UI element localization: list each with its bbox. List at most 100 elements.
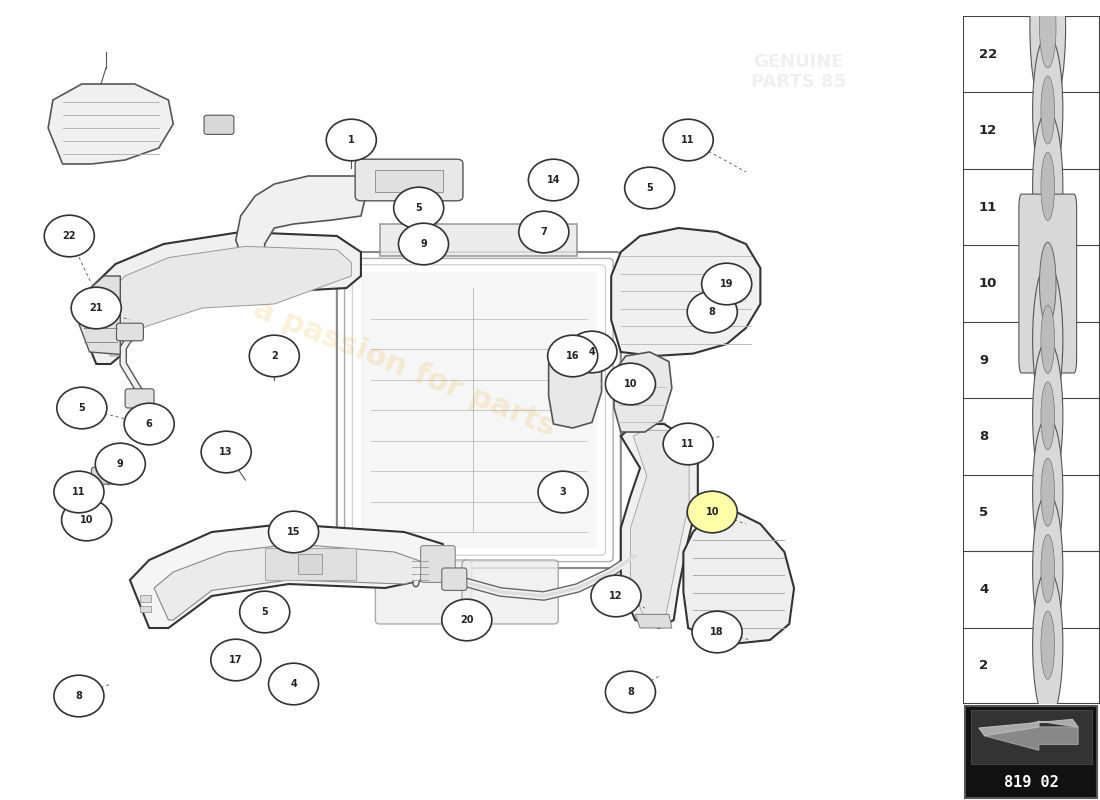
Circle shape <box>1041 76 1055 144</box>
Text: 19: 19 <box>719 279 734 289</box>
Circle shape <box>1041 382 1055 450</box>
Circle shape <box>1040 242 1056 325</box>
Polygon shape <box>97 246 351 356</box>
Text: 8: 8 <box>979 430 988 443</box>
Text: 819 02: 819 02 <box>1004 775 1058 790</box>
Polygon shape <box>381 224 578 256</box>
Circle shape <box>702 263 751 305</box>
Circle shape <box>250 335 299 377</box>
Text: 5: 5 <box>979 506 988 519</box>
Text: 9: 9 <box>979 354 988 366</box>
Text: 4: 4 <box>588 347 595 357</box>
Circle shape <box>1040 0 1056 68</box>
Polygon shape <box>612 228 760 356</box>
Text: 2: 2 <box>979 659 988 672</box>
Circle shape <box>54 675 103 717</box>
Text: 5: 5 <box>78 403 85 413</box>
Text: 10: 10 <box>624 379 637 389</box>
Circle shape <box>1033 340 1063 491</box>
Polygon shape <box>79 276 120 354</box>
Text: 17: 17 <box>229 655 243 665</box>
Bar <box>1043 186 1053 290</box>
Polygon shape <box>630 430 689 614</box>
Polygon shape <box>616 394 635 426</box>
Circle shape <box>663 119 713 161</box>
FancyBboxPatch shape <box>1019 194 1077 373</box>
Text: 5: 5 <box>647 183 653 193</box>
Text: 18: 18 <box>711 627 724 637</box>
Circle shape <box>1033 110 1063 262</box>
Polygon shape <box>549 348 602 428</box>
Text: 4: 4 <box>979 583 988 596</box>
Text: 9: 9 <box>420 239 427 249</box>
Text: 9: 9 <box>117 459 123 469</box>
Circle shape <box>625 167 674 209</box>
Circle shape <box>663 423 713 465</box>
Polygon shape <box>154 544 428 620</box>
Circle shape <box>124 403 174 445</box>
Text: 15: 15 <box>287 527 300 537</box>
Text: 11: 11 <box>681 439 695 449</box>
Text: 12: 12 <box>609 591 623 601</box>
Bar <box>298 554 322 574</box>
FancyBboxPatch shape <box>117 323 143 341</box>
Circle shape <box>1033 570 1063 721</box>
Text: 16: 16 <box>565 351 580 361</box>
Circle shape <box>1033 264 1063 415</box>
Circle shape <box>72 287 121 329</box>
Circle shape <box>211 639 261 681</box>
Circle shape <box>44 215 95 257</box>
Polygon shape <box>620 424 697 628</box>
Circle shape <box>1041 153 1055 221</box>
Bar <box>1043 110 1053 214</box>
Circle shape <box>442 599 492 641</box>
Bar <box>375 170 442 192</box>
Text: 2: 2 <box>271 351 277 361</box>
Bar <box>140 606 151 612</box>
Text: GENUINE
PARTS 85: GENUINE PARTS 85 <box>751 53 846 91</box>
Circle shape <box>1030 0 1066 116</box>
Circle shape <box>528 159 579 201</box>
Circle shape <box>268 511 319 553</box>
Bar <box>970 710 1091 763</box>
Text: a passion for parts: a passion for parts <box>249 294 560 442</box>
FancyBboxPatch shape <box>462 560 558 624</box>
Text: 8: 8 <box>627 687 634 697</box>
Bar <box>265 548 356 580</box>
FancyBboxPatch shape <box>355 159 463 201</box>
FancyBboxPatch shape <box>91 467 119 484</box>
Circle shape <box>605 363 656 405</box>
Circle shape <box>1033 493 1063 644</box>
Circle shape <box>394 187 443 229</box>
Circle shape <box>1041 458 1055 526</box>
Text: 14: 14 <box>547 175 560 185</box>
Text: 1: 1 <box>348 135 354 145</box>
Circle shape <box>605 671 656 713</box>
Text: 22: 22 <box>63 231 76 241</box>
Polygon shape <box>235 176 365 274</box>
Circle shape <box>692 611 742 653</box>
Text: 10: 10 <box>979 277 998 290</box>
Circle shape <box>57 387 107 429</box>
Polygon shape <box>614 352 672 432</box>
Polygon shape <box>81 232 361 364</box>
Text: 10: 10 <box>705 507 719 517</box>
Circle shape <box>1041 611 1055 679</box>
Circle shape <box>327 119 376 161</box>
FancyBboxPatch shape <box>204 115 234 134</box>
Text: 13: 13 <box>219 447 233 457</box>
Circle shape <box>240 591 289 633</box>
Circle shape <box>519 211 569 253</box>
Bar <box>1043 339 1053 442</box>
Circle shape <box>398 223 449 265</box>
Text: 10: 10 <box>80 515 94 525</box>
Polygon shape <box>979 719 1078 736</box>
Text: 3: 3 <box>560 487 566 497</box>
Bar <box>1043 569 1053 672</box>
FancyBboxPatch shape <box>420 546 455 582</box>
FancyBboxPatch shape <box>125 389 154 408</box>
Circle shape <box>688 491 737 533</box>
Bar <box>1043 416 1053 519</box>
Circle shape <box>1041 534 1055 602</box>
Text: 21: 21 <box>89 303 103 313</box>
